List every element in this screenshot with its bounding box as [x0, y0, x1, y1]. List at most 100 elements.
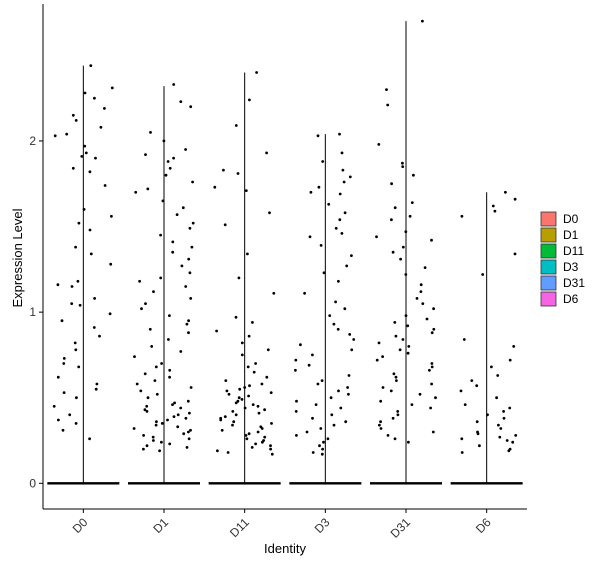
data-point	[133, 355, 136, 358]
data-point	[404, 314, 408, 317]
data-point	[330, 413, 334, 417]
data-point	[240, 353, 244, 357]
data-point	[270, 422, 273, 425]
data-point	[189, 105, 193, 109]
data-point	[419, 290, 423, 293]
data-point	[179, 350, 183, 353]
data-point	[299, 343, 302, 347]
data-point	[476, 432, 480, 436]
data-point	[145, 410, 149, 413]
data-point	[185, 446, 189, 449]
data-point	[393, 437, 397, 441]
data-point	[144, 302, 147, 305]
data-point	[379, 399, 383, 403]
data-point	[153, 379, 157, 382]
data-point	[254, 362, 257, 365]
data-point	[70, 302, 74, 305]
data-point	[146, 187, 150, 191]
data-point	[171, 250, 175, 254]
data-point	[343, 211, 347, 215]
legend-key	[540, 243, 557, 259]
legend-key	[540, 211, 557, 227]
data-point	[434, 396, 437, 400]
data-point	[251, 321, 254, 324]
data-point	[161, 199, 165, 203]
data-point	[52, 404, 56, 408]
data-point	[379, 427, 383, 430]
data-point	[385, 88, 388, 91]
data-point	[73, 341, 77, 345]
data-point	[173, 401, 177, 405]
legend-item-d11: D11	[540, 243, 584, 259]
data-point	[243, 406, 247, 410]
data-point	[513, 252, 517, 256]
data-point	[168, 442, 172, 446]
data-point	[502, 416, 506, 420]
data-point	[430, 331, 434, 335]
data-point	[60, 319, 64, 323]
data-point	[237, 276, 241, 280]
data-point	[83, 91, 87, 95]
data-point	[390, 218, 393, 222]
data-point	[246, 365, 250, 369]
data-point	[407, 345, 411, 348]
data-point	[307, 363, 311, 367]
violin-group-d1	[128, 83, 200, 485]
data-point	[321, 160, 325, 163]
data-point	[237, 396, 241, 400]
data-point	[404, 273, 408, 276]
data-point	[342, 180, 346, 184]
data-point	[158, 449, 162, 453]
data-point	[74, 422, 78, 425]
data-point	[248, 384, 251, 388]
data-point	[391, 250, 395, 254]
data-point	[191, 180, 195, 184]
data-point	[240, 341, 244, 345]
data-point	[83, 144, 87, 148]
data-point	[160, 440, 163, 444]
data-point	[234, 124, 238, 127]
data-point	[184, 148, 188, 151]
data-point	[76, 279, 80, 283]
data-point	[340, 232, 344, 235]
legend-label: D31	[563, 276, 585, 290]
data-point	[188, 226, 192, 230]
data-point	[514, 434, 518, 437]
data-point	[56, 283, 60, 287]
y-tick-label: 0	[29, 476, 36, 490]
data-point	[135, 382, 139, 386]
data-point	[88, 170, 92, 174]
data-point	[84, 151, 88, 155]
data-point	[377, 341, 381, 345]
data-point	[493, 209, 497, 213]
data-point	[502, 410, 505, 413]
data-point	[139, 389, 143, 393]
data-point	[430, 362, 434, 365]
data-point	[322, 440, 325, 444]
legend-key	[540, 275, 557, 291]
legend-label: D6	[563, 292, 579, 306]
data-point	[337, 389, 340, 393]
data-point	[350, 254, 353, 257]
data-point	[152, 439, 155, 442]
data-point	[265, 151, 268, 155]
violin-group-d6	[450, 190, 523, 485]
data-point	[187, 437, 191, 441]
data-point	[148, 327, 152, 331]
data-point	[234, 413, 238, 417]
data-point	[308, 235, 312, 239]
data-point	[326, 437, 330, 441]
legend-item-d0: D0	[540, 211, 579, 227]
data-point	[234, 315, 238, 319]
data-point	[61, 428, 65, 432]
data-point	[295, 399, 298, 403]
data-point	[166, 160, 170, 163]
data-point	[244, 434, 248, 437]
data-point	[379, 420, 382, 424]
data-point	[328, 314, 332, 317]
data-point	[408, 214, 412, 218]
data-point	[272, 291, 276, 295]
data-point	[187, 257, 191, 261]
data-point	[421, 302, 425, 305]
data-point	[227, 392, 231, 396]
